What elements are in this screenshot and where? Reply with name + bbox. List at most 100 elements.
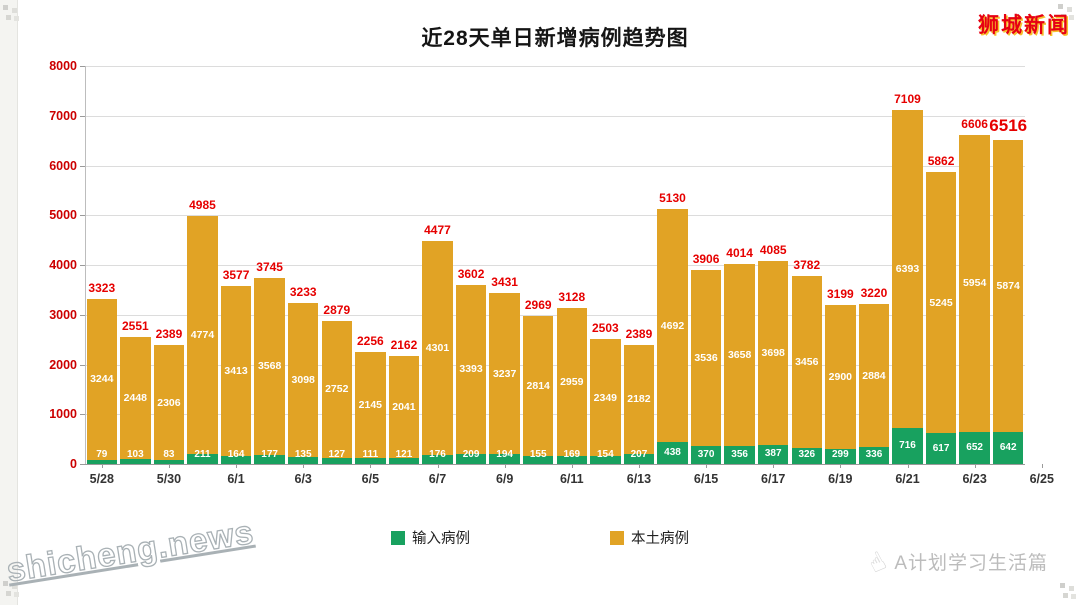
- y-tick-label: 2000: [49, 357, 77, 372]
- plot-area: 0 1000 2000 3000 4000 5000 6000 7000 8000 324479 3…: [49, 59, 1054, 486]
- bar-group: 5245617: [925, 172, 957, 464]
- grid-line: [85, 66, 1025, 67]
- watermark-shicheng-news: shicheng.news: [3, 512, 257, 589]
- bar-local-segment: [992, 139, 1024, 433]
- bar-local-segment: [724, 264, 755, 447]
- x-tick-mark: [638, 464, 640, 468]
- x-tick-label: 6/11: [559, 472, 584, 486]
- total-value-label: 3199: [826, 286, 854, 301]
- total-value-label: 4014: [726, 246, 753, 261]
- bar-imported-segment: [321, 457, 353, 464]
- x-tick-mark: [168, 464, 170, 468]
- total-value-label: 3431: [491, 275, 518, 290]
- corner-pattern-top-left-icon: [1, 2, 21, 22]
- bar-imported-segment: [791, 447, 823, 464]
- bar-local-segment: [489, 293, 520, 455]
- bar-local-segment: [690, 269, 722, 446]
- total-value-label: 4985: [189, 198, 216, 212]
- bar-group: 3393209: [455, 284, 487, 464]
- bar-imported-segment: [187, 453, 218, 464]
- bar-group: 3658356: [724, 264, 755, 464]
- bar-group: 3536370: [690, 269, 722, 464]
- x-tick-label: 6/23: [962, 472, 987, 486]
- bar-local-segment: [355, 351, 386, 459]
- total-value-label: 6606: [961, 117, 988, 132]
- bar-imported-segment: [388, 457, 420, 464]
- y-tick-mark: [80, 464, 85, 465]
- x-tick-label: 6/15: [693, 472, 719, 486]
- total-value-label: 2389: [155, 327, 183, 342]
- bar-group: 2182207: [623, 345, 655, 464]
- total-value-label: 3233: [289, 285, 317, 300]
- y-tick-mark: [80, 265, 85, 266]
- bar-imported-segment: [522, 456, 554, 464]
- total-value-label: 3782: [793, 257, 821, 272]
- grid-line: [85, 165, 1025, 167]
- total-value-label: 2162: [390, 338, 418, 353]
- legend-item-local: 本土病例: [610, 527, 689, 548]
- bar-local-segment: [757, 260, 789, 445]
- bar-imported-segment: [657, 442, 688, 464]
- total-value-label: 2389: [625, 327, 653, 342]
- legend-label-imported: 输入病例: [412, 531, 470, 547]
- x-tick-label: 5/30: [156, 472, 182, 486]
- x-tick-label: 6/25: [1029, 472, 1054, 486]
- x-tick-mark: [101, 464, 103, 468]
- total-value-label: 5130: [659, 190, 686, 205]
- bar-imported-segment: [992, 432, 1024, 464]
- bar-group: 2752127: [321, 320, 353, 464]
- page-edge-decoration: [0, 0, 18, 605]
- bar-local-segment: [187, 216, 218, 454]
- bar-local-segment: [959, 135, 990, 432]
- x-axis-line: [85, 464, 1025, 465]
- total-value-label: 3323: [88, 280, 116, 295]
- x-tick-mark: [370, 464, 372, 468]
- bar-imported-segment: [355, 458, 386, 464]
- bar-imported-segment: [220, 455, 252, 464]
- watermark-account-label: A计划学习生活篇: [894, 553, 1048, 574]
- bar-imported-segment: [120, 458, 151, 464]
- bar-local-segment: [254, 277, 285, 456]
- y-axis-line: [85, 66, 86, 464]
- x-tick-mark: [504, 464, 506, 468]
- total-value-label: 2551: [121, 319, 149, 334]
- watermark-account: ☝ A计划学习生活篇: [863, 544, 1048, 578]
- y-tick-label: 7000: [49, 108, 77, 123]
- bar-local-segment: [657, 208, 688, 443]
- y-tick-label: 1000: [49, 407, 77, 422]
- bar-local-segment: [858, 303, 890, 448]
- bar-local-segment: [86, 298, 118, 461]
- y-tick-label: 3000: [49, 307, 77, 322]
- total-value-label: 2503: [591, 321, 619, 336]
- bar-group: 230683: [153, 345, 185, 464]
- bar-group: 3456326: [791, 275, 823, 464]
- legend-label-local: 本土病例: [631, 531, 689, 547]
- bar-local-segment: [388, 356, 420, 458]
- total-value-label: 3220: [860, 285, 888, 300]
- total-value-label: 3745: [256, 259, 283, 274]
- site-logo: 狮城新闻: [978, 14, 1070, 37]
- x-tick-mark: [974, 464, 976, 468]
- bar-group: 5954652: [959, 135, 990, 464]
- bar-group: 2900299: [825, 304, 856, 464]
- x-tick-label: 6/13: [626, 472, 652, 486]
- bar-imported-segment: [86, 460, 118, 464]
- y-tick-label: 5000: [49, 208, 77, 223]
- bar-group: 3413164: [220, 286, 252, 464]
- y-tick-label: 8000: [49, 59, 77, 73]
- x-tick-mark: [907, 464, 909, 468]
- x-tick-mark: [437, 464, 439, 468]
- y-tick-mark: [80, 314, 85, 316]
- x-tick-label: 5/28: [89, 472, 114, 486]
- bar-imported-segment: [858, 447, 890, 464]
- total-value-label: 4477: [424, 223, 451, 238]
- total-value-label: 3577: [222, 268, 250, 283]
- y-tick-mark: [80, 364, 85, 366]
- bar-imported-segment: [287, 457, 319, 464]
- bar-imported-segment: [892, 428, 923, 464]
- total-value-label: 7109: [894, 92, 921, 107]
- y-tick-label: 4000: [49, 258, 77, 272]
- bar-local-segment: [287, 303, 319, 458]
- bar-group: 324479: [86, 298, 118, 464]
